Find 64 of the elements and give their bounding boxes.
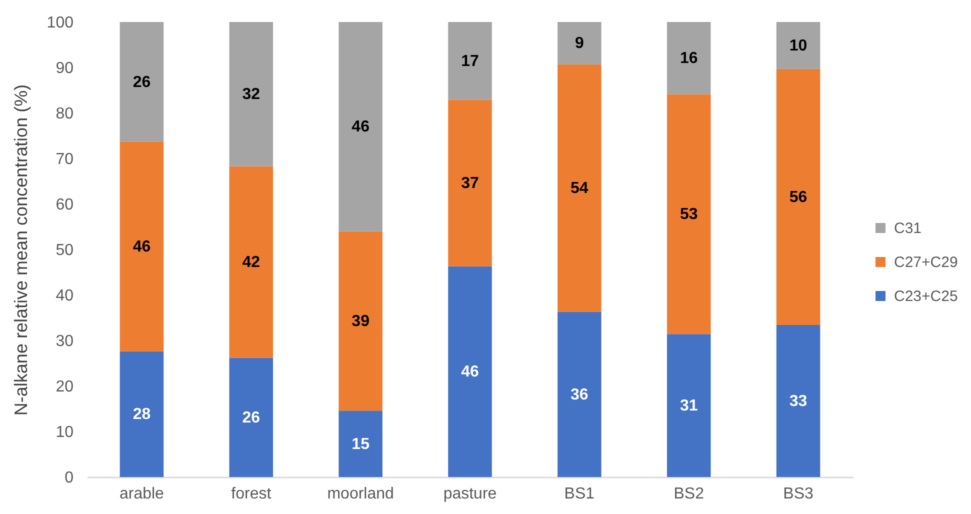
bar [120,351,164,477]
bar [448,100,492,266]
y-tick-label: 10 [56,424,74,441]
y-tick-label: 0 [64,470,74,486]
data-label: 37 [461,175,479,192]
bar [776,325,820,477]
bar [776,68,820,326]
y-axis-title: N-alkane relative mean concentration (%) [10,84,31,416]
bar [558,64,602,312]
data-label: 54 [570,180,588,198]
x-tick-label: arable [119,486,164,502]
y-tick-label: 40 [56,288,74,304]
data-label: 56 [789,188,808,206]
y-tick-label: 70 [56,151,74,168]
data-label: 10 [789,37,808,54]
bar [229,166,274,358]
data-label: 9 [574,35,584,52]
bar [338,231,382,411]
data-label: 36 [570,386,588,404]
x-tick-label: BS3 [783,486,814,502]
y-tick-label: 30 [56,333,74,350]
x-tick-label: BS1 [564,486,595,502]
x-tick-label: forest [231,486,272,502]
y-tick-label: 90 [56,60,74,77]
x-tick-label: pasture [443,486,497,502]
data-label: 39 [352,312,370,330]
bar [776,22,820,69]
bar [338,410,382,477]
bar [558,22,602,64]
bar [666,94,711,334]
data-label: 42 [242,254,260,272]
legend-label: C27+C29 [894,254,958,271]
data-label: 31 [680,398,698,415]
data-label: 26 [242,409,260,426]
bar [120,142,164,352]
data-label: 32 [242,86,260,104]
bar [229,22,274,166]
data-label: 28 [132,406,151,424]
bar [666,22,711,94]
bar [338,22,382,232]
y-tick-label: 100 [46,14,74,32]
x-tick-label: BS2 [674,486,704,502]
y-tick-label: 50 [56,242,74,259]
bar [120,22,164,142]
legend-label: C31 [894,220,922,237]
x-tick-label: moorland [327,486,394,502]
bar [558,312,602,477]
bar [448,266,492,477]
bar [229,358,274,477]
data-label: 15 [352,436,370,453]
data-label: 46 [132,238,151,256]
data-label: 26 [132,74,151,91]
bar [448,22,492,100]
data-label: 16 [680,50,698,68]
data-label: 33 [789,393,808,410]
y-tick-label: 20 [56,378,74,396]
legend-label: C23+C25 [894,288,958,305]
y-tick-label: 60 [56,196,74,214]
data-label: 53 [680,206,698,224]
bar [666,334,711,477]
data-label: 46 [352,118,370,136]
data-label: 17 [461,52,479,70]
y-tick-label: 80 [56,106,74,122]
data-label: 46 [461,364,479,381]
